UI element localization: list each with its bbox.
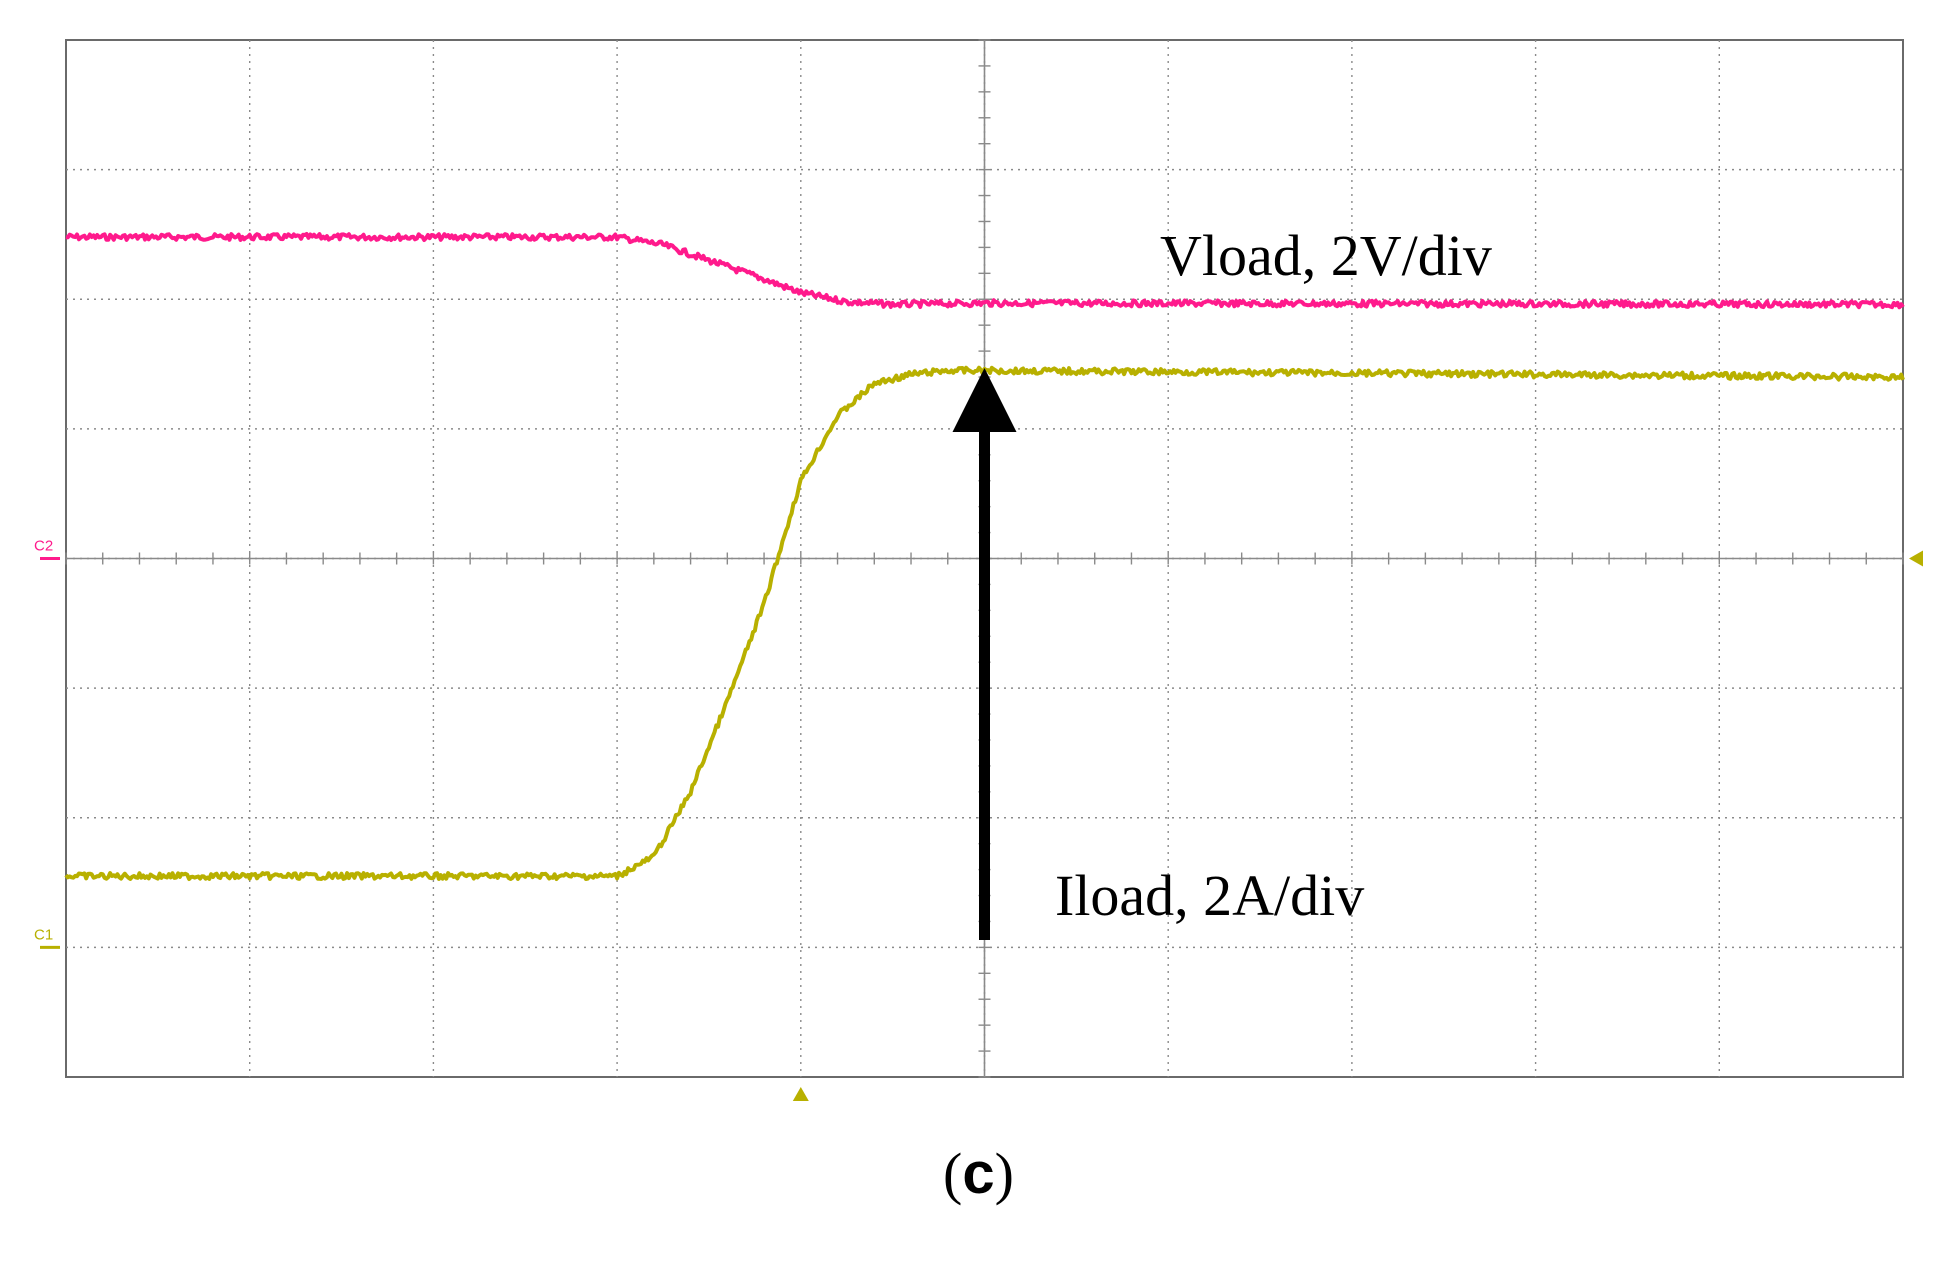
channel-marker-c2: C2: [34, 538, 53, 555]
trigger-level-marker: [1909, 550, 1923, 567]
trace-c2: [65, 232, 1905, 310]
annotation-arrow-head: [952, 368, 1017, 432]
figure-label: c: [962, 1141, 995, 1206]
figure-caption: (c): [943, 1141, 1014, 1206]
annotations: Vload, 2V/div Iload, 2A/div: [952, 223, 1492, 940]
annotation-iload: Iload, 2A/div: [1055, 863, 1364, 928]
trigger-position-marker: [792, 1087, 809, 1101]
channel-markers: C2 C1: [34, 538, 1923, 1101]
channel-marker-c1: C1: [34, 926, 53, 943]
annotation-vload: Vload, 2V/div: [1160, 223, 1492, 288]
